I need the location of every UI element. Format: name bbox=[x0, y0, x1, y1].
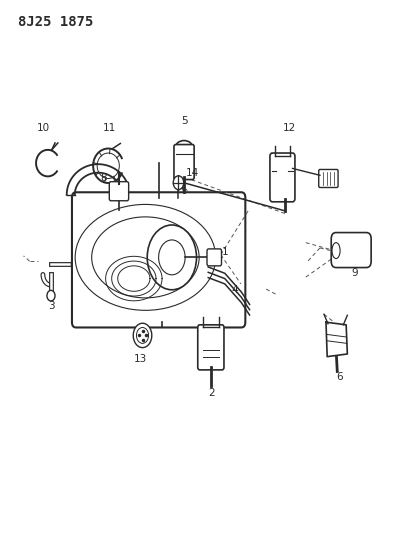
Text: 2: 2 bbox=[207, 389, 214, 398]
Circle shape bbox=[133, 323, 151, 348]
Text: 3: 3 bbox=[47, 301, 54, 311]
Text: 5: 5 bbox=[180, 116, 187, 126]
Circle shape bbox=[173, 176, 183, 190]
Circle shape bbox=[147, 225, 196, 290]
FancyBboxPatch shape bbox=[173, 144, 194, 180]
FancyBboxPatch shape bbox=[269, 153, 294, 202]
Text: 8J25 1875: 8J25 1875 bbox=[17, 14, 93, 29]
FancyBboxPatch shape bbox=[330, 232, 370, 268]
Text: 8: 8 bbox=[100, 173, 107, 183]
Text: 11: 11 bbox=[102, 123, 115, 133]
Circle shape bbox=[47, 290, 55, 301]
Ellipse shape bbox=[175, 141, 192, 154]
Polygon shape bbox=[325, 322, 347, 357]
FancyBboxPatch shape bbox=[318, 169, 337, 188]
FancyBboxPatch shape bbox=[207, 249, 221, 266]
FancyBboxPatch shape bbox=[109, 182, 128, 201]
FancyBboxPatch shape bbox=[72, 192, 245, 327]
Text: 9: 9 bbox=[350, 268, 357, 278]
Text: 13: 13 bbox=[134, 354, 147, 364]
Text: 10: 10 bbox=[36, 123, 49, 133]
Text: 6: 6 bbox=[335, 373, 342, 383]
Text: 1: 1 bbox=[221, 247, 228, 257]
Ellipse shape bbox=[331, 243, 339, 259]
Text: 14: 14 bbox=[185, 168, 198, 179]
Text: 12: 12 bbox=[282, 123, 296, 133]
Text: 4: 4 bbox=[231, 285, 238, 295]
FancyBboxPatch shape bbox=[197, 325, 224, 370]
